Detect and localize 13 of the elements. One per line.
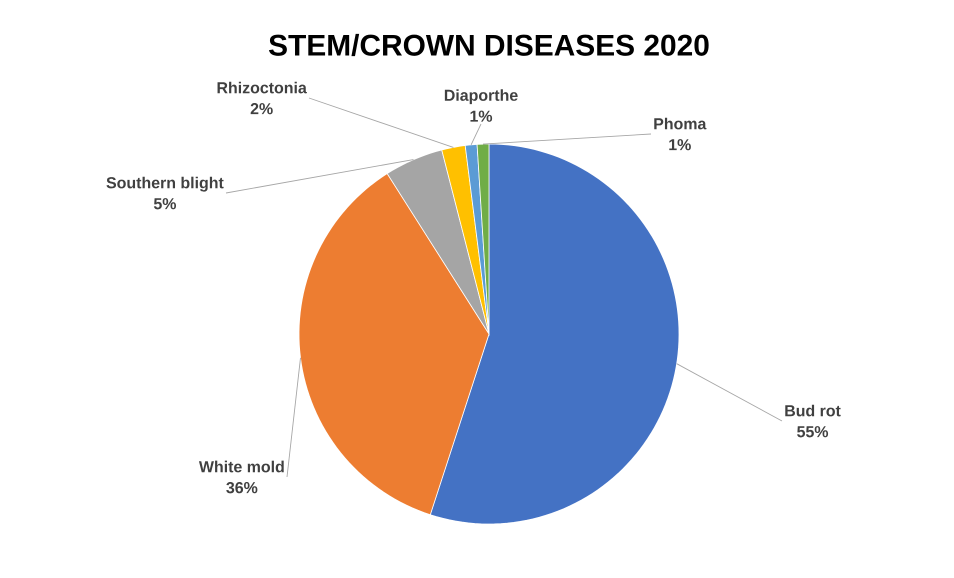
data-label: 1% [669,139,691,150]
data-label: 36% [226,482,258,494]
chart-title: STEM/CROWN DISEASES 2020 [268,34,709,56]
slice-label: Bud rot [785,404,841,416]
data-label: 2% [250,103,273,114]
slice-label: Southern blight [106,176,224,192]
slice-label: Rhizoctonia [218,82,307,94]
slice-label: White mold [198,460,284,472]
data-label: 1% [470,110,492,122]
slice-label: Phoma [654,118,706,130]
slice-label: Diaporthe [444,89,518,104]
data-label: 5% [154,198,176,210]
data-label: 55% [797,426,828,438]
